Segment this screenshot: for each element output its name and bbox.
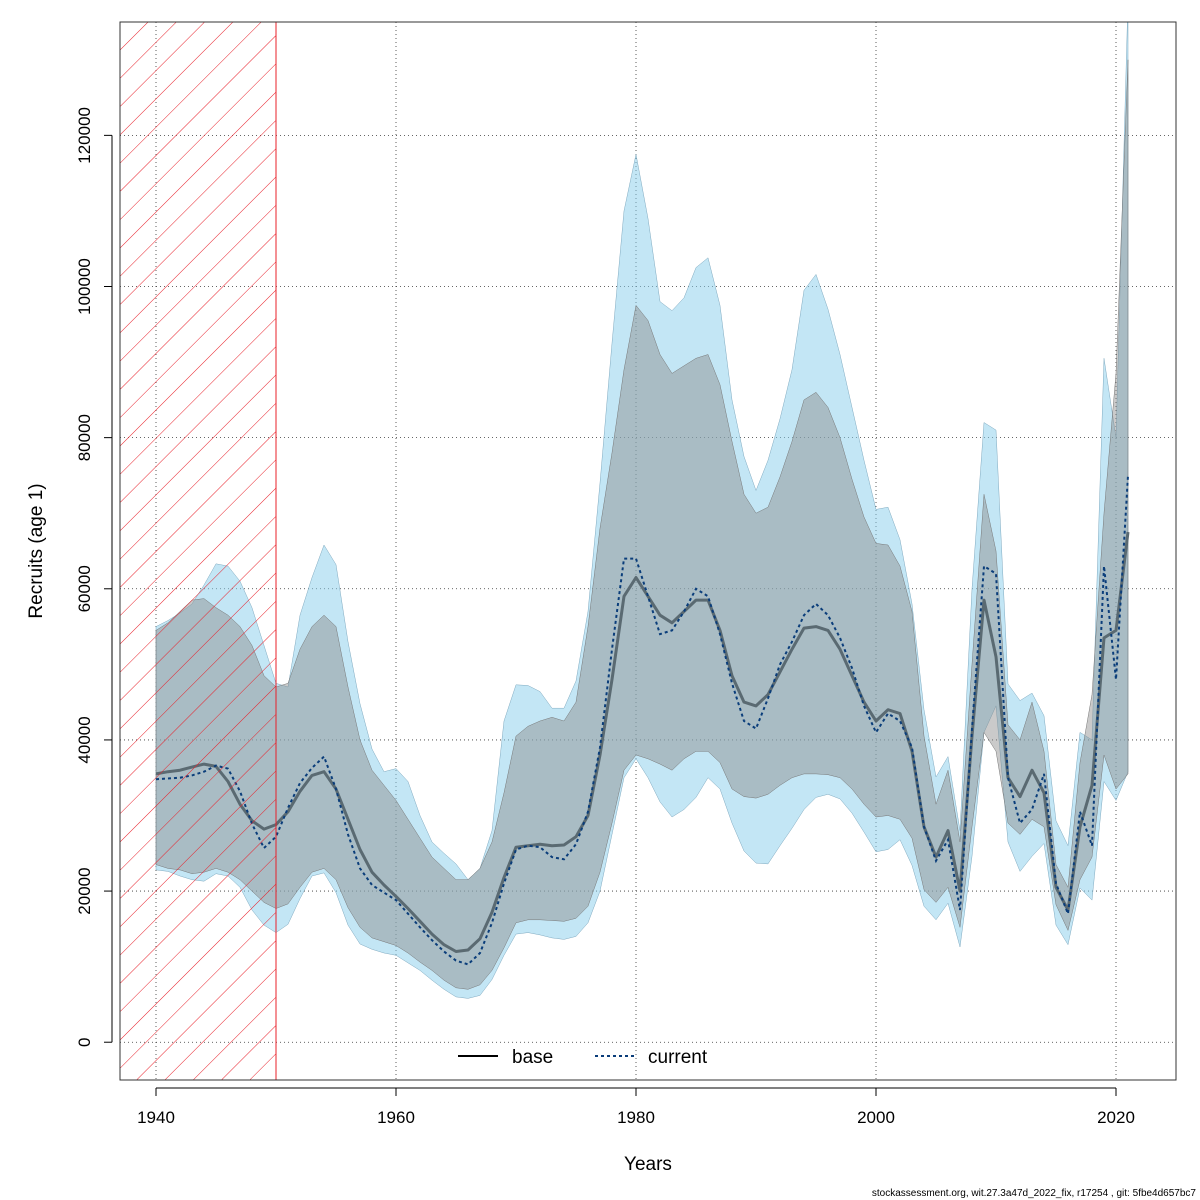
y-tick-label-40000: 40000 bbox=[75, 716, 94, 763]
x-tick-label-2020: 2020 bbox=[1097, 1108, 1135, 1127]
x-axis-title: Years bbox=[624, 1154, 672, 1175]
legend-base-label: base bbox=[512, 1047, 553, 1068]
x-axis: 1940 1960 1980 2000 2020 bbox=[137, 1087, 1135, 1127]
x-tick-label-1960: 1960 bbox=[377, 1108, 415, 1127]
y-tick-label-100000: 100000 bbox=[75, 258, 94, 315]
y-tick-label-120000: 120000 bbox=[75, 107, 94, 164]
legend: base current bbox=[458, 1047, 708, 1068]
y-axis: 0 20000 40000 60000 80000 100000 120000 bbox=[75, 107, 113, 1047]
x-tick-label-1940: 1940 bbox=[137, 1108, 175, 1127]
y-tick-label-60000: 60000 bbox=[75, 565, 94, 612]
y-axis-title: Recruits (age 1) bbox=[26, 483, 47, 618]
x-tick-label-2000: 2000 bbox=[857, 1108, 895, 1127]
x-tick-label-1980: 1980 bbox=[617, 1108, 655, 1127]
plot-content bbox=[155, 22, 1130, 999]
y-tick-label-20000: 20000 bbox=[75, 867, 94, 914]
plot-frame bbox=[119, 21, 1177, 1081]
current-line bbox=[155, 475, 1129, 966]
y-tick-label-80000: 80000 bbox=[75, 414, 94, 461]
hatched-region bbox=[119, 21, 277, 1081]
footer-credit: stockassessment.org, wit.27.3a47d_2022_f… bbox=[872, 1188, 1197, 1199]
base-confidence-band bbox=[155, 59, 1129, 990]
legend-current-label: current bbox=[648, 1047, 708, 1068]
y-tick-label-0: 0 bbox=[75, 1037, 94, 1046]
